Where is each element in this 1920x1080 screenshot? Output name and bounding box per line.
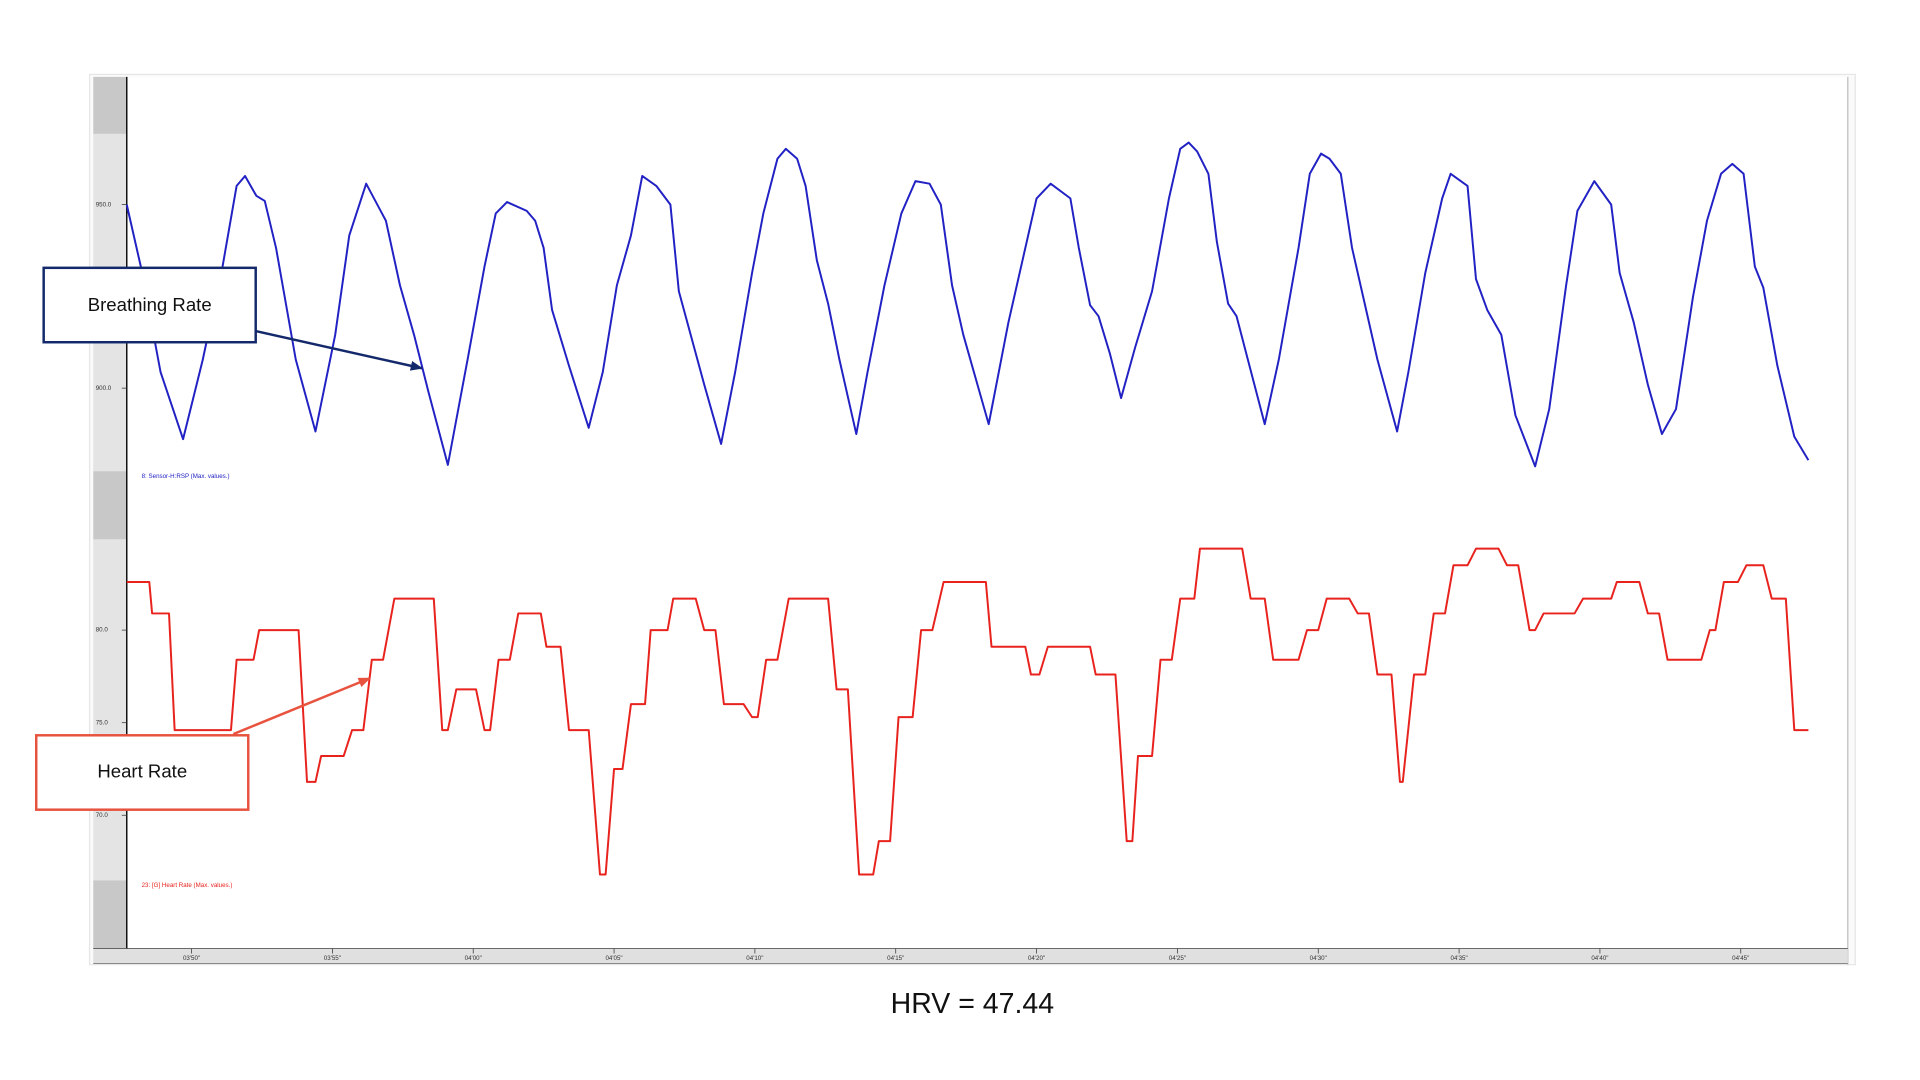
x-tick-label: 04'45" xyxy=(1732,955,1749,962)
x-tick-label: 04'25" xyxy=(1169,955,1186,962)
breathing-callout: Breathing Rate xyxy=(42,266,424,371)
strip-block xyxy=(93,539,127,881)
series-line xyxy=(125,141,1810,468)
x-tick-label: 03'50" xyxy=(183,955,200,962)
x-tick-label: 04'40" xyxy=(1591,955,1608,962)
plots: 900.0 950.0 8: Sensor-H:RSP (Max. values.)… xyxy=(96,141,1810,962)
y-tick-label: 75.0 xyxy=(96,719,109,726)
y-tick-label: 70.0 xyxy=(96,812,109,819)
callout-label: Heart Rate xyxy=(97,760,187,781)
series-label: 23: [G] Heart Rate (Max. values.) xyxy=(142,882,233,889)
x-tick-label: 04'35" xyxy=(1451,955,1468,962)
strip-block xyxy=(93,76,127,134)
callout-box xyxy=(42,266,257,344)
y-tick-label: 900.0 xyxy=(96,385,112,392)
x-axis-bar xyxy=(93,948,1848,964)
heart-callout: Heart Rate xyxy=(34,677,371,811)
series-line xyxy=(126,547,1809,876)
strip-block xyxy=(93,471,127,540)
callout-arrow xyxy=(255,329,424,371)
x-tick-label: 04'30" xyxy=(1310,955,1327,962)
plot-area xyxy=(126,76,1848,949)
strip-block xyxy=(93,880,127,949)
y-tick-label: 80.0 xyxy=(96,627,109,634)
series-label: 8: Sensor-H:RSP (Max. values.) xyxy=(142,473,230,480)
x-tick-label: 04'15" xyxy=(887,955,904,962)
x-tick-label: 04'10" xyxy=(746,955,763,962)
x-tick-label: 04'05" xyxy=(605,955,622,962)
callout-arrow xyxy=(232,677,371,736)
callout-label: Breathing Rate xyxy=(88,294,212,315)
x-tick-label: 04'20" xyxy=(1028,955,1045,962)
caption: HRV = 47.44 xyxy=(891,988,1055,1020)
x-tick-label: 04'00" xyxy=(465,955,482,962)
x-tick-label: 03'55" xyxy=(324,955,341,962)
y-tick-label: 950.0 xyxy=(96,201,112,208)
callout-box xyxy=(34,734,250,811)
